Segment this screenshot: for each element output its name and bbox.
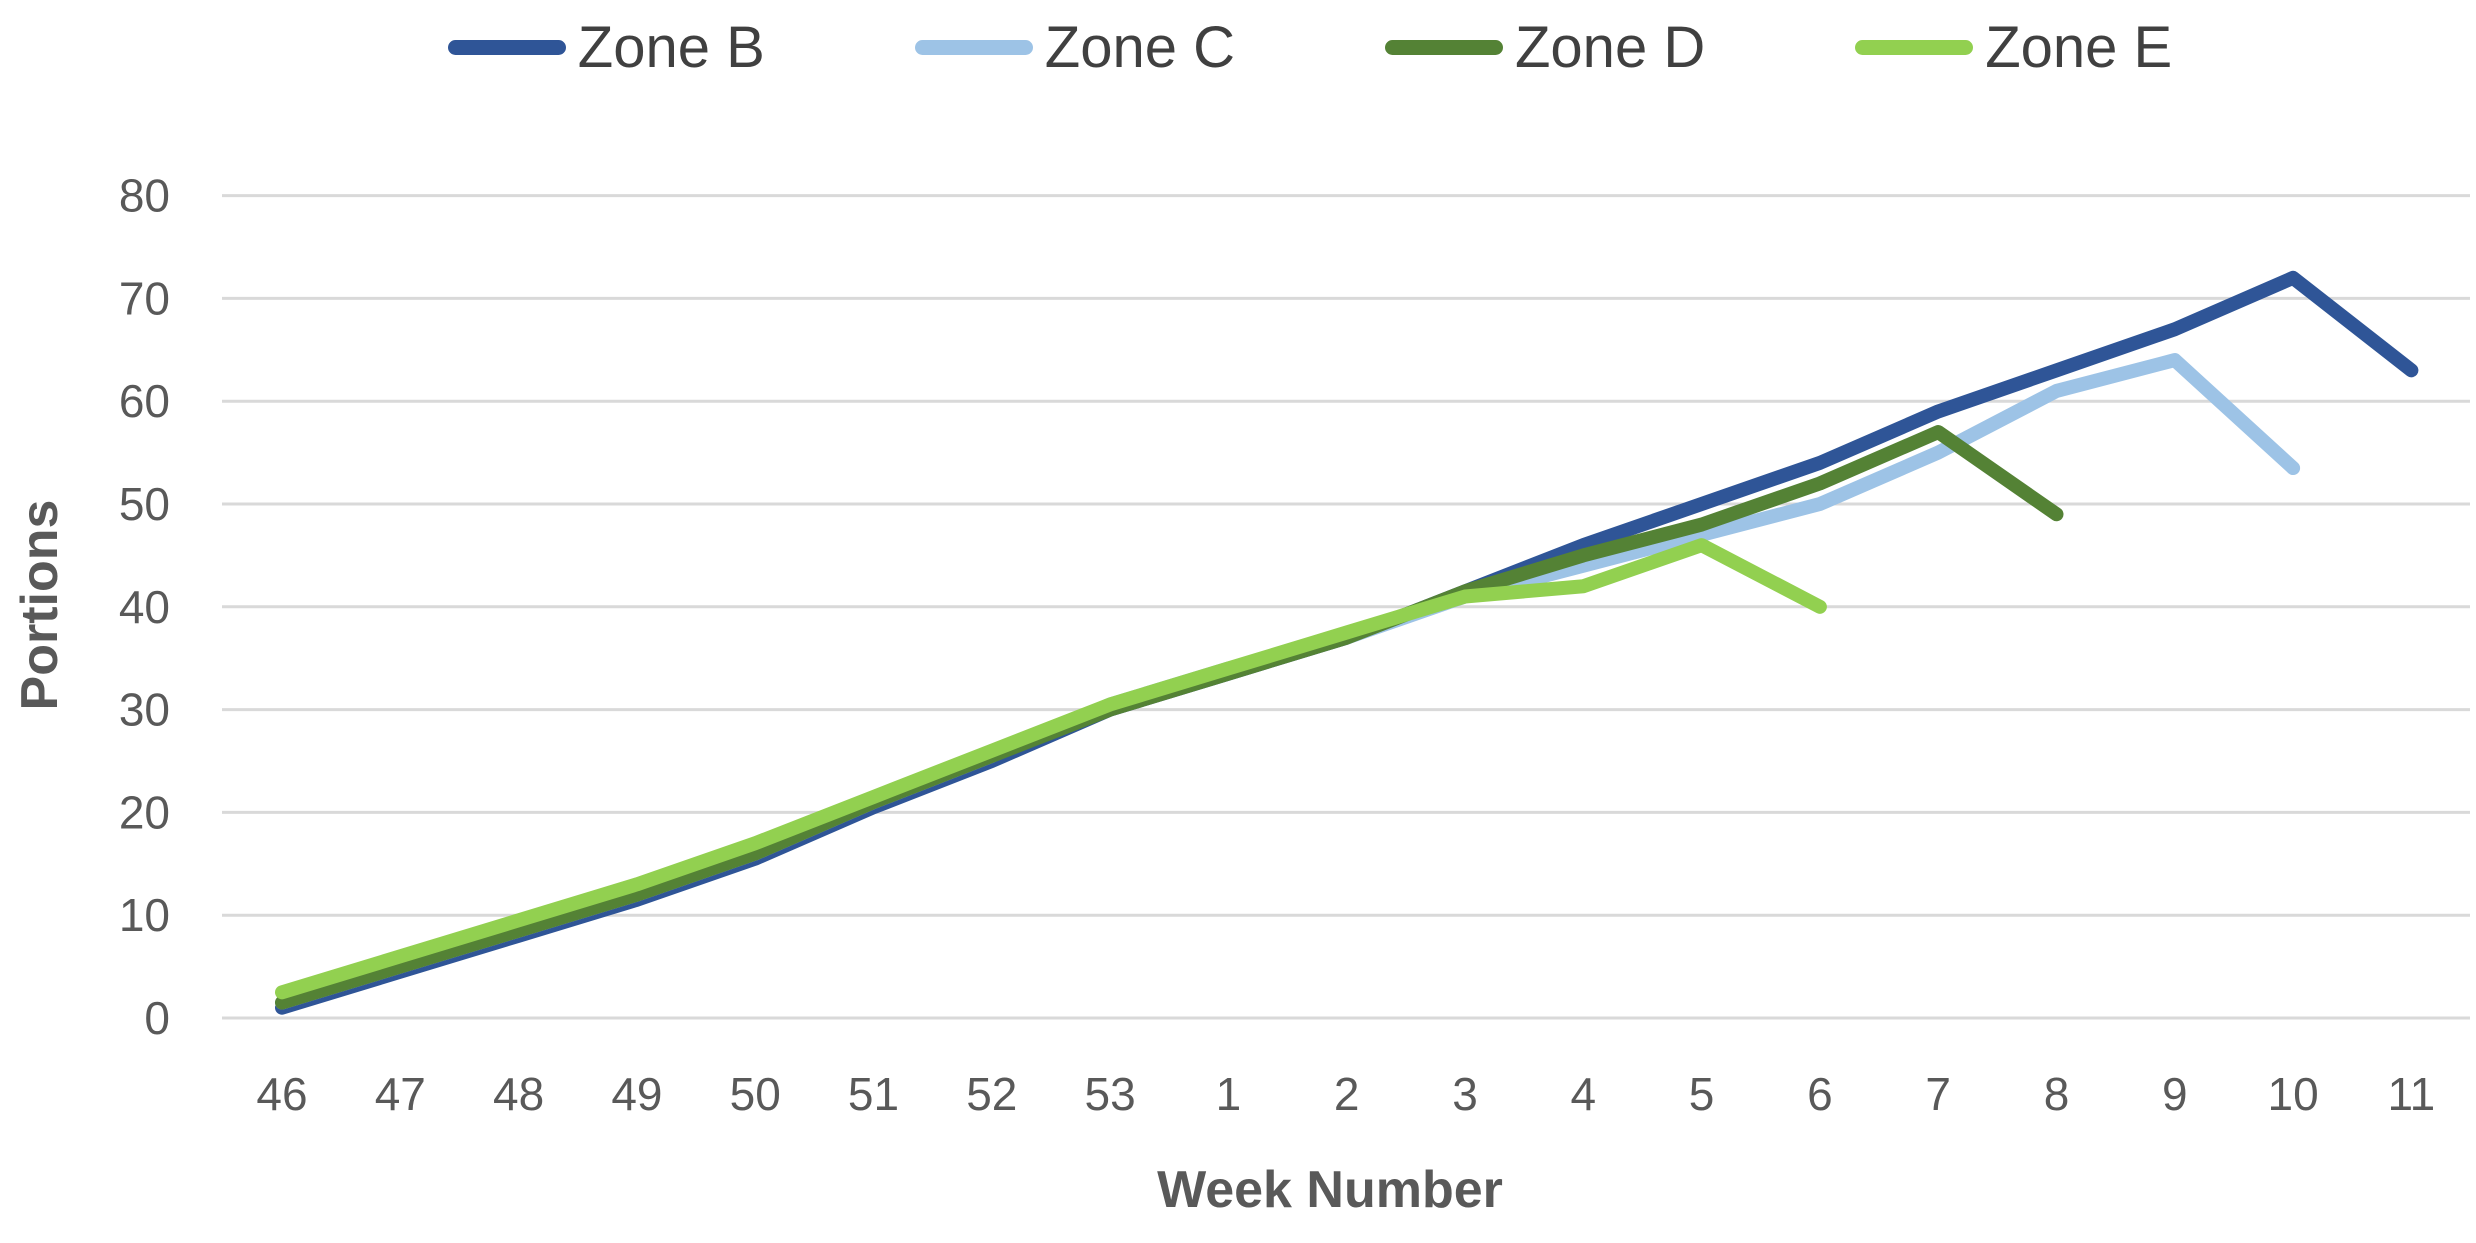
- x-tick-label: 10: [2268, 1068, 2319, 1120]
- chart-legend: Zone B Zone C Zone D Zone E: [0, 14, 2476, 81]
- y-tick-label: 70: [119, 272, 170, 324]
- x-tick-label: 50: [730, 1068, 781, 1120]
- x-tick-label: 11: [2388, 1068, 2436, 1120]
- legend-item-zone-e: Zone E: [1855, 14, 2172, 81]
- x-tick-label: 47: [375, 1068, 426, 1120]
- x-axis-title: Week Number: [1157, 1161, 1503, 1219]
- y-axis-title: Portions: [11, 500, 69, 711]
- y-tick-label: 20: [119, 786, 170, 838]
- legend-item-zone-c: Zone C: [914, 14, 1235, 81]
- x-tick-label: 1: [1216, 1068, 1242, 1120]
- x-tick-label: 7: [1925, 1068, 1951, 1120]
- x-tick-label: 52: [966, 1068, 1017, 1120]
- legend-swatch-zone-c: [914, 40, 1033, 55]
- x-tick-label: 3: [1452, 1068, 1478, 1120]
- legend-swatch-zone-b: [447, 40, 566, 55]
- x-tick-label: 2: [1334, 1068, 1360, 1120]
- x-tick-label: 49: [611, 1068, 662, 1120]
- x-tick-label: 4: [1571, 1068, 1597, 1120]
- y-tick-label: 30: [119, 684, 170, 736]
- legend-label-zone-b: Zone B: [577, 15, 765, 80]
- y-tick-label: 0: [144, 992, 170, 1044]
- y-tick-label: 50: [119, 478, 170, 530]
- legend-item-zone-d: Zone D: [1385, 14, 1705, 81]
- legend-label-zone-c: Zone C: [1044, 15, 1235, 80]
- x-axis-tick-labels: 46 47 48 49 50 51 52 53 1 2 3 4 5 6 7 8 9 10 11: [256, 1068, 2435, 1120]
- x-tick-label: 5: [1689, 1068, 1715, 1120]
- x-tick-label: 6: [1807, 1068, 1833, 1120]
- y-tick-label: 40: [119, 581, 170, 633]
- y-axis-tick-labels: 0 10 20 30 40 50 60 70 80: [119, 170, 170, 1044]
- x-tick-label: 9: [2162, 1068, 2188, 1120]
- series-lines-group: [275, 270, 2419, 1015]
- legend-swatch-zone-e: [1855, 40, 1974, 55]
- gridlines-group: [222, 194, 2470, 1020]
- legend-item-zone-b: Zone B: [447, 14, 765, 81]
- x-tick-label: 53: [1085, 1068, 1136, 1120]
- y-tick-label: 60: [119, 375, 170, 427]
- x-tick-label: 46: [256, 1068, 307, 1120]
- x-tick-label: 48: [493, 1068, 544, 1120]
- y-tick-label: 10: [119, 889, 170, 941]
- y-tick-label: 80: [119, 170, 170, 222]
- legend-label-zone-d: Zone D: [1515, 15, 1706, 80]
- x-tick-label: 8: [2044, 1068, 2070, 1120]
- series-line-zone-e: [275, 538, 1827, 1000]
- x-tick-label: 51: [848, 1068, 899, 1120]
- legend-swatch-zone-d: [1385, 40, 1503, 55]
- legend-label-zone-e: Zone E: [1985, 15, 2173, 80]
